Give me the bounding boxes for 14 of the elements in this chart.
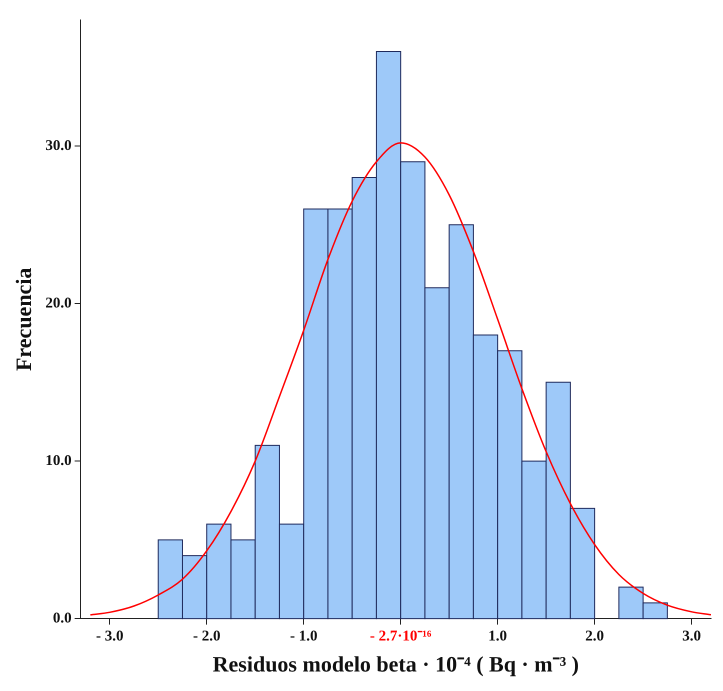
y-tick-label: 30.0 [45,138,72,154]
y-tick-label: 10.0 [45,452,72,469]
line-series [90,142,711,616]
x-tick-label: - 1.0 [290,628,318,644]
x-axis-title: Residuos modelo beta · 10⁻⁴ ( Bq · m⁻³ ) [212,651,580,676]
x-tick-label: 3.0 [682,628,701,644]
x-tick-label: - 2.7·10⁻¹⁶ [370,628,432,644]
x-tick-label: - 2.0 [192,628,220,644]
x-tick-label: 2.0 [585,628,604,644]
y-tick-label: 20.0 [45,295,72,312]
y-axis-title: Frecuencia [10,268,36,372]
x-tick-label: 1.0 [488,628,508,644]
y-tick-label: 0.0 [52,610,72,626]
x-tick-label: - 3.0 [96,628,124,644]
